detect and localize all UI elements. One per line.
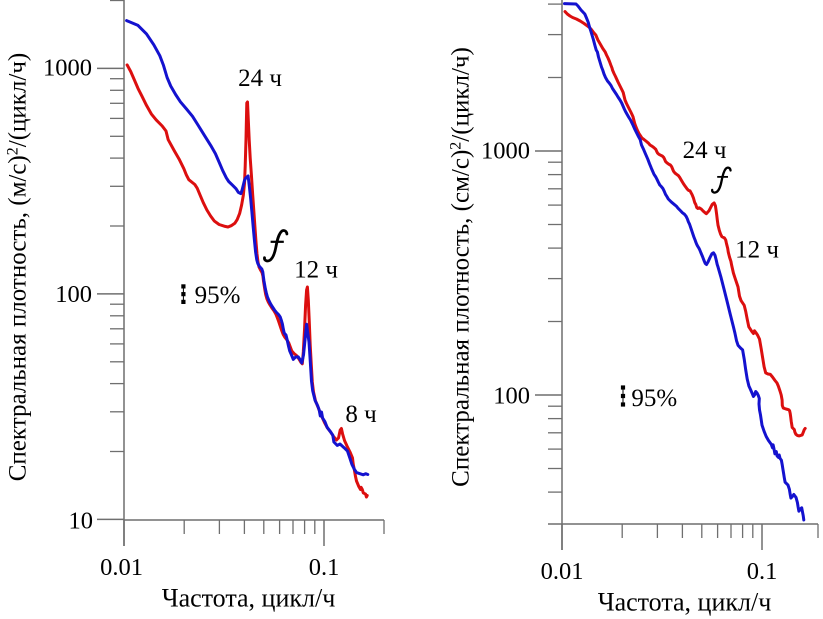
svg-text:8 ч: 8 ч: [345, 401, 376, 428]
svg-text:Спектральная плотность, (см/с): Спектральная плотность, (см/с)2/(цикл/ч): [448, 47, 475, 487]
svg-text:24 ч: 24 ч: [238, 65, 282, 92]
svg-text:24 ч: 24 ч: [683, 137, 727, 164]
svg-text:1000: 1000: [43, 55, 92, 82]
svg-text:0.1: 0.1: [747, 558, 778, 585]
svg-text:Спектральная плотность, (м/с)2: Спектральная плотность, (м/с)2/(цикл/ч): [5, 53, 32, 482]
svg-text:12 ч: 12 ч: [294, 257, 338, 284]
svg-text:95%: 95%: [631, 385, 677, 412]
svg-text:10: 10: [69, 508, 94, 535]
svg-text:Частота, цикл/ч: Частота, цикл/ч: [162, 584, 336, 613]
svg-text:100: 100: [55, 281, 92, 308]
svg-text:Частота, цикл/ч: Частота, цикл/ч: [598, 588, 772, 617]
svg-text:0.01: 0.01: [100, 554, 143, 581]
svg-text:12 ч: 12 ч: [735, 237, 779, 264]
svg-text:0.1: 0.1: [309, 554, 340, 581]
svg-text:95%: 95%: [195, 282, 241, 309]
svg-text:100: 100: [493, 383, 530, 410]
svg-text:0.01: 0.01: [541, 558, 584, 585]
svg-text:1000: 1000: [481, 138, 530, 165]
